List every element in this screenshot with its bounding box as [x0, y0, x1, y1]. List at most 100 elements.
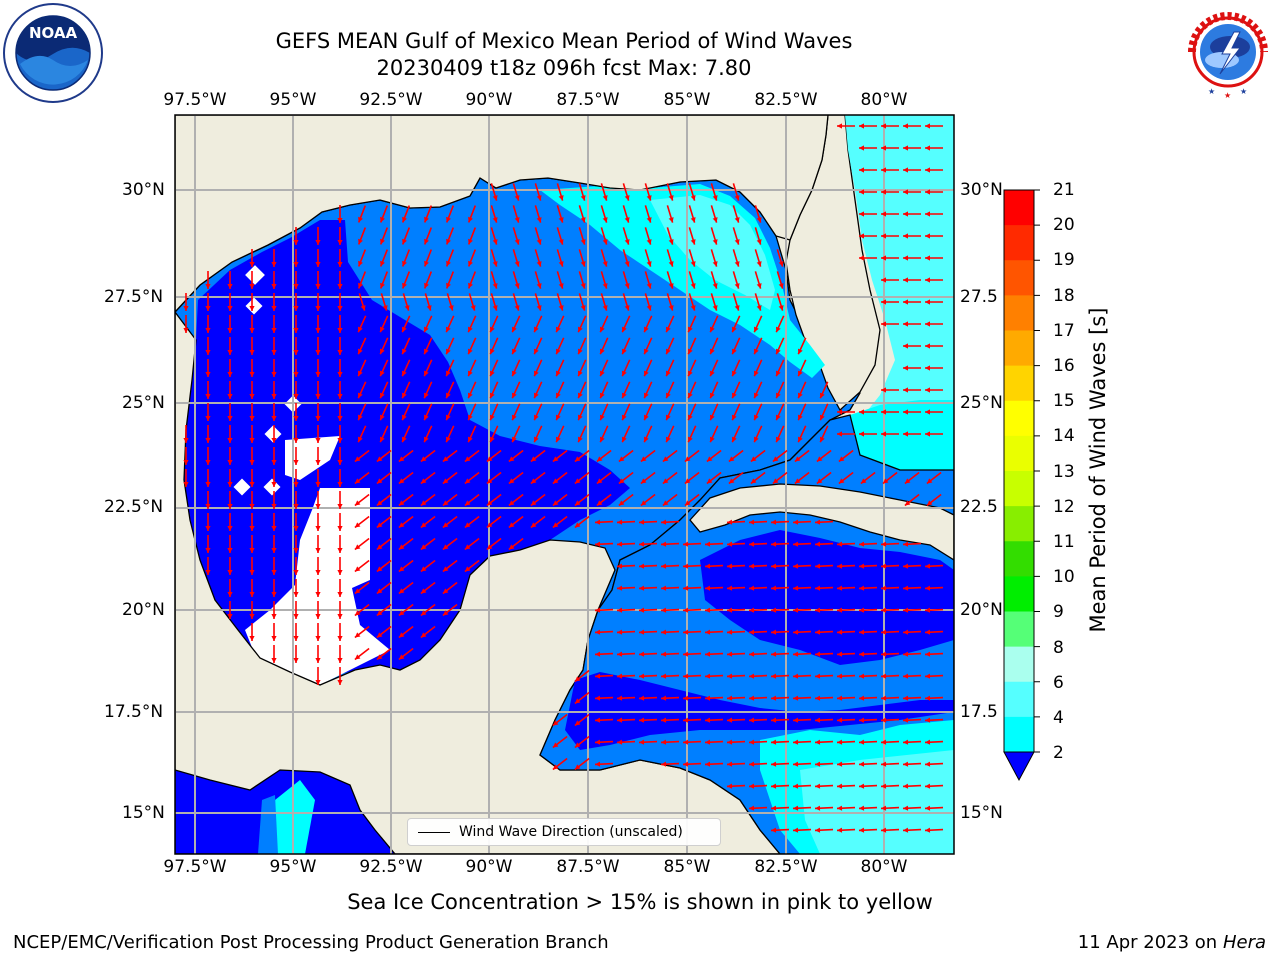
wind-wave-arrow-head: [732, 370, 737, 377]
wind-wave-arrow-head: [624, 239, 630, 245]
wind-wave-arrow-head: [376, 544, 383, 550]
wind-wave-arrow-head: [380, 436, 385, 443]
wind-wave-arrow-head: [420, 456, 427, 462]
wind-wave-arrow-head: [925, 277, 930, 283]
wind-wave-arrow-head: [293, 372, 299, 377]
wind-wave-arrow-head: [617, 673, 623, 679]
wind-wave-arrow-head: [536, 261, 542, 267]
wind-wave-arrow-head: [754, 414, 759, 421]
wind-wave-arrow-head: [903, 585, 909, 591]
wind-wave-arrow-head: [315, 658, 321, 663]
wind-wave-arrow-head: [859, 805, 865, 811]
wind-wave-arrow-head: [556, 392, 561, 399]
colorbar-title: Mean Period of Wind Waves [s]: [1086, 307, 1110, 633]
wind-wave-arrow-head: [903, 365, 908, 371]
wind-wave-arrow-head: [624, 283, 630, 289]
wind-wave-arrow-head: [380, 238, 385, 245]
wind-wave-arrow-head: [293, 240, 299, 245]
wind-wave-arrow-head: [815, 541, 821, 547]
wind-wave-arrow-head: [771, 827, 777, 833]
wind-wave-arrow-head: [925, 783, 931, 789]
wind-wave-arrow-head: [728, 478, 735, 484]
wind-wave-arrow-head: [354, 654, 361, 660]
wind-wave-arrow-head: [859, 233, 864, 239]
wind-wave-arrow-head: [727, 695, 733, 701]
wind-wave-arrow-head: [470, 305, 476, 311]
wind-wave-arrow-head: [602, 217, 608, 223]
wind-wave-arrow-head: [514, 261, 520, 267]
wind-wave-arrow-head: [683, 695, 689, 701]
wind-wave-arrow-head: [881, 431, 886, 437]
wind-wave-arrow-head: [293, 460, 299, 465]
wind-wave-arrow-head: [904, 500, 911, 506]
wind-wave-arrow-head: [644, 326, 649, 333]
wind-wave-arrow-head: [420, 500, 427, 506]
wind-wave-arrow-head: [315, 592, 321, 597]
wind-wave-arrow-head: [732, 348, 737, 355]
wind-wave-arrow-head: [776, 436, 781, 443]
colorbar-segment: [1004, 716, 1034, 753]
wind-wave-arrow-head: [420, 566, 427, 572]
wind-wave-arrow-head: [558, 261, 564, 267]
wind-wave-arrow-head: [508, 500, 515, 506]
wind-wave-arrow-head: [337, 526, 343, 531]
wind-wave-arrow-head: [925, 255, 930, 261]
wind-wave-arrow-head: [293, 526, 299, 531]
wind-wave-arrow-head: [358, 370, 363, 377]
wind-wave-arrow-head: [512, 392, 517, 399]
wind-wave-arrow-head: [578, 392, 583, 399]
wind-wave-arrow-head: [617, 629, 623, 635]
colorbar-tick-label: 21: [1053, 180, 1075, 200]
wind-wave-arrow-head: [617, 519, 623, 525]
wind-wave-arrow-head: [508, 544, 515, 550]
wind-wave-arrow-head: [734, 283, 740, 289]
wind-wave-arrow-head: [903, 321, 908, 327]
wind-wave-arrow-head: [837, 585, 843, 591]
wind-wave-arrow-head: [903, 739, 909, 745]
wind-wave-arrow-head: [639, 739, 645, 745]
wind-wave-arrow-head: [881, 717, 887, 723]
wind-wave-arrow-head: [661, 695, 667, 701]
wind-wave-arrow-head: [881, 629, 887, 635]
wind-wave-arrow-head: [424, 326, 429, 333]
wind-wave-arrow-head: [668, 217, 674, 223]
wind-wave-arrow-head: [468, 370, 473, 377]
wind-wave-arrow-head: [315, 526, 321, 531]
lon-label-bottom: 92.5°W: [359, 857, 423, 877]
wind-wave-arrow-head: [712, 283, 718, 289]
wind-wave-arrow-head: [639, 541, 645, 547]
wind-wave-arrow-head: [666, 414, 671, 421]
wind-wave-arrow-head: [732, 436, 737, 443]
wind-wave-arrow-head: [600, 348, 605, 355]
wind-wave-arrow-head: [315, 504, 321, 509]
colorbar-segment: [1004, 295, 1034, 331]
wind-wave-arrow-head: [837, 827, 843, 833]
wind-wave-arrow-head: [837, 563, 843, 569]
wind-wave-arrow-head: [644, 436, 649, 443]
wind-wave-arrow-head: [881, 255, 886, 261]
colorbar-tick-label: 19: [1053, 250, 1075, 270]
wind-wave-arrow-head: [666, 348, 671, 355]
wind-wave-arrow-head: [354, 544, 361, 550]
wind-wave-arrow-head: [668, 261, 674, 267]
wind-wave-arrow-head: [337, 350, 343, 355]
lon-label-bottom: 90°W: [465, 857, 513, 877]
wind-wave-arrow-head: [271, 614, 277, 619]
wind-wave-arrow-head: [446, 216, 451, 223]
wind-wave-arrow-head: [514, 305, 520, 311]
wind-wave-arrow-head: [536, 195, 542, 201]
wind-wave-arrow-head: [337, 482, 343, 487]
wind-wave-arrow-head: [536, 217, 542, 223]
wind-wave-arrow-head: [271, 328, 277, 333]
wind-wave-arrow-head: [530, 456, 537, 462]
wind-wave-arrow-head: [617, 585, 623, 591]
wind-wave-arrow-head: [668, 239, 674, 245]
wind-wave-arrow-head: [859, 695, 865, 701]
wind-wave-arrow-head: [492, 239, 498, 245]
wind-wave-arrow-head: [661, 673, 667, 679]
wind-wave-arrow-head: [227, 460, 233, 465]
wind-wave-arrow-head: [754, 326, 759, 333]
wind-wave-arrow-head: [227, 394, 233, 399]
wind-wave-arrow-head: [727, 541, 733, 547]
